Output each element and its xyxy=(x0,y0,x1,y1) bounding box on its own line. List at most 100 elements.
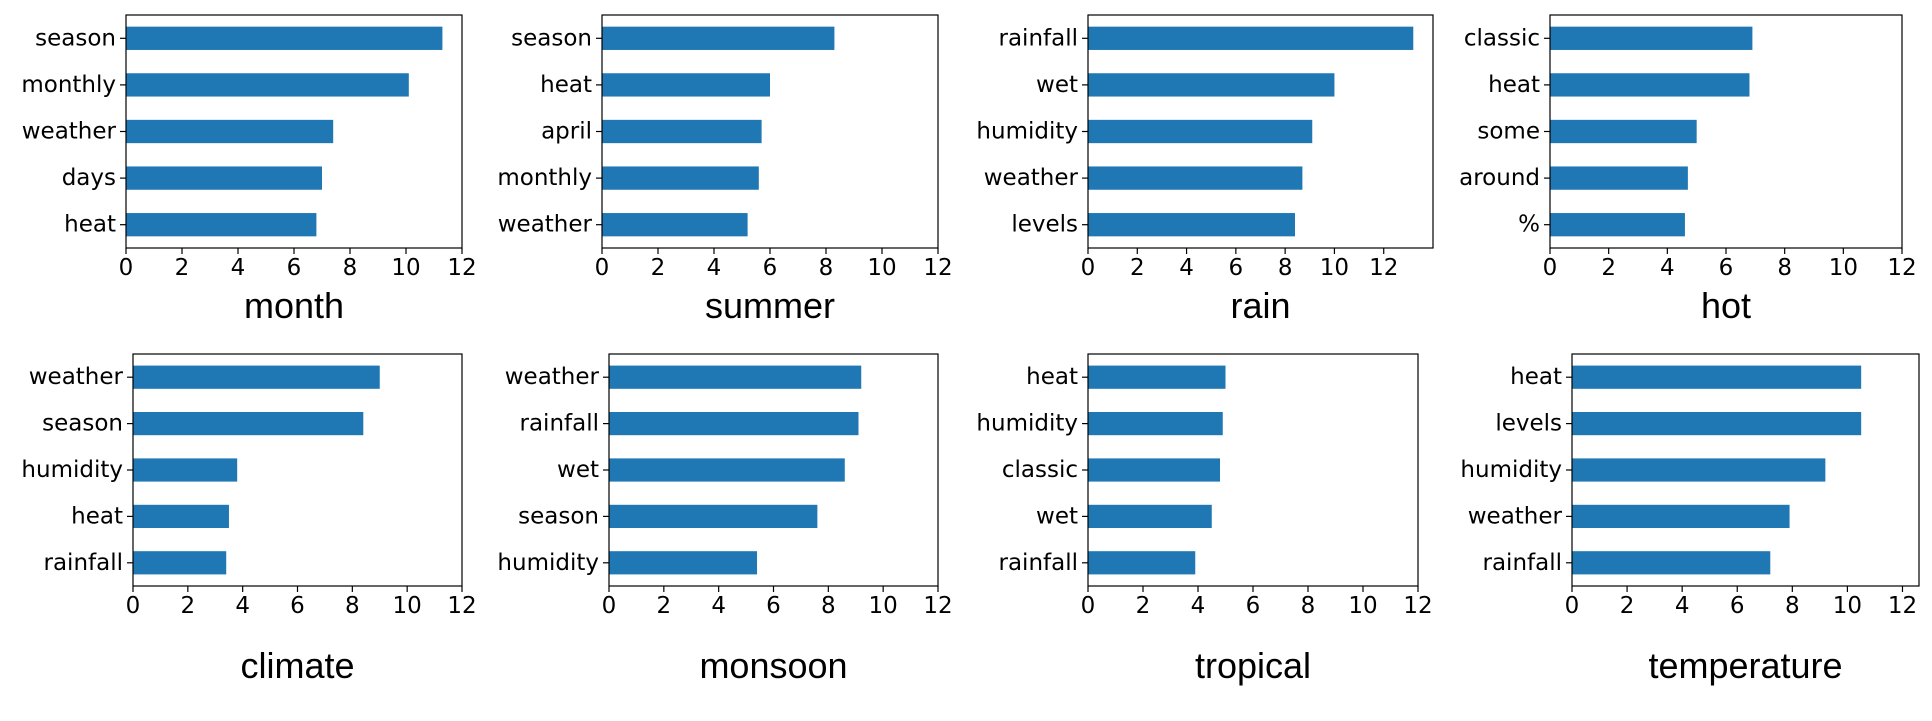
bar-tropical-heat xyxy=(1088,365,1226,389)
x-tick-label: 4 xyxy=(1191,593,1206,619)
bar-month-heat xyxy=(126,213,317,237)
x-tick-label: 12 xyxy=(1888,593,1917,619)
category-label: humidity xyxy=(976,411,1078,437)
x-tick-label: 6 xyxy=(1229,255,1244,281)
x-tick-label: 8 xyxy=(1278,255,1293,281)
category-label: season xyxy=(511,25,592,51)
bar-tropical-classic xyxy=(1088,458,1220,482)
category-label: heat xyxy=(71,503,123,529)
bar-climate-rainfall xyxy=(133,551,227,575)
x-tick-label: 12 xyxy=(923,593,952,619)
bar-climate-heat xyxy=(133,504,229,528)
bar-monsoon-rainfall xyxy=(609,412,859,436)
category-label: season xyxy=(42,411,123,437)
x-tick-label: 10 xyxy=(869,593,898,619)
category-label: weather xyxy=(1468,503,1563,529)
category-label: rainfall xyxy=(44,550,124,576)
category-label: monthly xyxy=(21,72,116,98)
bar-month-days xyxy=(126,166,322,190)
bar-summer-weather xyxy=(602,213,748,237)
x-tick-label: 6 xyxy=(287,255,302,281)
x-tick-label: 12 xyxy=(1403,593,1432,619)
x-tick-label: 4 xyxy=(1660,255,1675,281)
category-label: season xyxy=(518,503,599,529)
panel-title: month xyxy=(244,285,344,326)
panel-title: summer xyxy=(705,285,835,326)
x-tick-label: 12 xyxy=(1369,255,1398,281)
x-tick-label: 6 xyxy=(1730,593,1745,619)
category-label: weather xyxy=(984,165,1079,191)
x-tick-label: 6 xyxy=(1246,593,1261,619)
bar-temperature-levels xyxy=(1572,412,1862,436)
bar-summer-season xyxy=(602,26,835,50)
category-label: wet xyxy=(1036,503,1078,529)
x-tick-label: 0 xyxy=(1081,593,1096,619)
category-label: heat xyxy=(64,212,116,238)
bar-climate-weather xyxy=(133,365,380,389)
x-tick-label: 12 xyxy=(1887,255,1916,281)
x-tick-label: 0 xyxy=(1081,255,1096,281)
bar-rain-levels xyxy=(1088,213,1295,237)
category-label: levels xyxy=(1495,411,1562,437)
bar-summer-monthly xyxy=(602,166,759,190)
category-label: wet xyxy=(1036,72,1078,98)
x-tick-label: 2 xyxy=(1601,255,1616,281)
panel-title: monsoon xyxy=(699,645,847,686)
category-label: rainfall xyxy=(999,550,1079,576)
x-tick-label: 0 xyxy=(595,255,610,281)
x-tick-label: 10 xyxy=(391,255,420,281)
category-label: rainfall xyxy=(999,25,1079,51)
x-tick-label: 6 xyxy=(766,593,781,619)
x-tick-label: 10 xyxy=(1829,255,1858,281)
bar-hot-some xyxy=(1550,119,1697,144)
bar-summer-april xyxy=(602,119,762,144)
panel-title: rain xyxy=(1230,285,1290,326)
x-tick-label: 10 xyxy=(1320,255,1349,281)
x-tick-label: 8 xyxy=(1301,593,1316,619)
category-label: weather xyxy=(498,212,593,238)
x-tick-label: 10 xyxy=(1348,593,1377,619)
x-tick-label: 4 xyxy=(707,255,722,281)
bar-climate-humidity xyxy=(133,458,238,482)
x-tick-label: 8 xyxy=(343,255,358,281)
bar-temperature-humidity xyxy=(1572,458,1826,482)
bar-month-season xyxy=(126,26,443,50)
x-tick-label: 2 xyxy=(181,593,196,619)
x-tick-label: 8 xyxy=(1777,255,1792,281)
bar-month-weather xyxy=(126,119,334,144)
x-tick-label: 12 xyxy=(923,255,952,281)
category-label: rainfall xyxy=(520,411,600,437)
bar-rain-rainfall xyxy=(1088,26,1414,50)
category-label: levels xyxy=(1011,212,1078,238)
category-label: around xyxy=(1459,165,1540,191)
x-tick-label: 4 xyxy=(235,593,250,619)
x-tick-label: 0 xyxy=(602,593,617,619)
category-label: wet xyxy=(557,457,599,483)
bar-monsoon-weather xyxy=(609,365,862,389)
bar-rain-wet xyxy=(1088,73,1335,97)
category-label: heat xyxy=(540,72,592,98)
category-label: classic xyxy=(1002,457,1078,483)
bar-monsoon-wet xyxy=(609,458,845,482)
bar-rain-weather xyxy=(1088,166,1303,190)
x-tick-label: 0 xyxy=(126,593,141,619)
x-tick-label: 8 xyxy=(819,255,834,281)
category-label: classic xyxy=(1464,25,1540,51)
x-tick-label: 10 xyxy=(393,593,422,619)
x-tick-label: 8 xyxy=(1785,593,1800,619)
category-label: humidity xyxy=(1460,457,1562,483)
bar-tropical-humidity xyxy=(1088,412,1223,436)
bar-temperature-weather xyxy=(1572,504,1790,528)
x-tick-label: 4 xyxy=(711,593,726,619)
category-label: heat xyxy=(1488,72,1540,98)
x-tick-label: 2 xyxy=(1620,593,1635,619)
bar-hot-around xyxy=(1550,166,1688,190)
bar-temperature-rainfall xyxy=(1572,551,1771,575)
panel-title: tropical xyxy=(1195,645,1311,686)
x-tick-label: 0 xyxy=(1565,593,1580,619)
